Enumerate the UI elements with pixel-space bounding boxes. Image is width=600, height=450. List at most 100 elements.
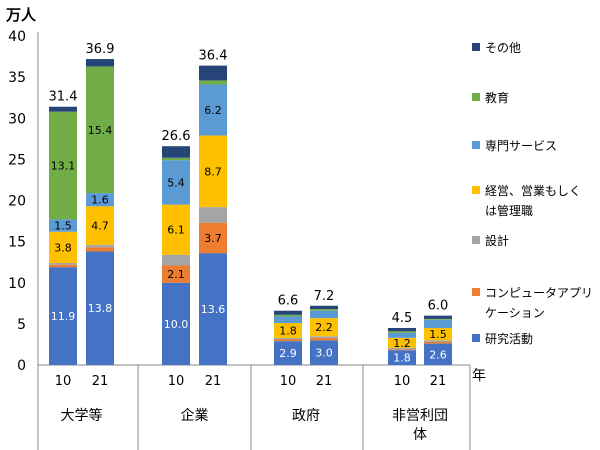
bar-segment: [310, 309, 338, 311]
segment-value-label: 13.8: [88, 302, 113, 315]
bar-segment: [86, 247, 114, 252]
bar-segment: [49, 231, 77, 264]
bar-segment: [49, 111, 77, 220]
bar-segment: [199, 65, 227, 81]
bar-segment: [388, 350, 416, 365]
segment-value-label: 8.7: [204, 165, 222, 178]
bar-segment: [49, 106, 77, 112]
bar-segment: [424, 315, 452, 319]
bar-segment: [162, 282, 190, 365]
bar-segment: [86, 193, 114, 207]
bar-total-label: 36.9: [86, 42, 115, 57]
bar-total-label: 6.0: [428, 299, 449, 314]
x-year-label: 21: [430, 374, 447, 389]
y-tick-label: 40: [8, 29, 26, 45]
legend-swatch: [472, 288, 480, 296]
bar-segment: [424, 327, 452, 341]
bar-segment: [310, 305, 338, 310]
segment-value-label: 1.5: [54, 220, 72, 233]
bar-segment: [199, 80, 227, 85]
legend-swatch: [472, 93, 480, 101]
segment-value-label: 1.2: [393, 337, 411, 350]
segment-value-label: 2.9: [279, 347, 297, 360]
bar-segment: [310, 318, 338, 337]
legend-label: コンピュータアプリ: [485, 286, 593, 300]
bar-segment: [310, 310, 338, 319]
x-year-label: 21: [316, 374, 333, 389]
bar-segment: [424, 319, 452, 328]
x-year-label: 10: [168, 374, 185, 389]
bar-segment: [274, 337, 302, 340]
x-year-label: 10: [394, 374, 411, 389]
bar-segment: [388, 337, 416, 348]
bar-segment: [86, 251, 114, 365]
legend-swatch: [472, 236, 480, 244]
x-year-label: 10: [280, 374, 297, 389]
legend-label: 教育: [485, 90, 509, 105]
bar-segment: [162, 265, 190, 283]
segment-value-label: 1.6: [91, 194, 109, 207]
bar-segment: [274, 339, 302, 342]
segment-value-label: 1.8: [393, 352, 411, 365]
bar-segment: [310, 340, 338, 365]
y-tick-label: 0: [17, 358, 26, 374]
bar-segment: [86, 59, 114, 67]
bar-segment: [388, 327, 416, 332]
bar-total-label: 36.4: [199, 49, 228, 64]
bar-segment: [388, 349, 416, 351]
category-label: 企業: [181, 407, 209, 424]
segment-value-label: 2.2: [315, 321, 333, 334]
segment-value-label: 2.6: [429, 348, 447, 361]
x-year-label: 21: [92, 374, 109, 389]
segment-value-label: 13.1: [51, 160, 76, 173]
bar-segment: [49, 264, 77, 268]
legend-label: ケーション: [485, 306, 545, 320]
bar-segment: [86, 244, 114, 248]
segment-value-label: 6.1: [167, 224, 185, 237]
category-label: 体: [413, 427, 427, 443]
legend-label: 研究活動: [485, 331, 533, 346]
bar-segment: [86, 206, 114, 245]
segment-value-label: 10.0: [164, 318, 189, 331]
bar-segment: [274, 341, 302, 365]
bar-segment: [162, 160, 190, 205]
x-year-label: 10: [55, 374, 72, 389]
y-tick-label: 10: [8, 276, 26, 292]
y-tick-label: 30: [8, 111, 26, 127]
bar-segment: [310, 337, 338, 341]
bar-segment: [424, 341, 452, 344]
bar-segment: [49, 263, 77, 265]
segment-value-label: 5.4: [167, 176, 185, 189]
bar-segment: [49, 219, 77, 232]
segment-value-label: 2.1: [167, 268, 185, 281]
bar-total-label: 4.5: [392, 311, 413, 326]
bar-segment: [162, 204, 190, 255]
category-label: 大学等: [61, 407, 103, 424]
x-axis-label: 年: [472, 368, 486, 384]
segment-value-label: 1.5: [429, 328, 447, 341]
bar-total-label: 7.2: [314, 289, 335, 304]
legend-label: 専門サービス: [485, 139, 557, 153]
category-label: 政府: [292, 408, 320, 424]
bar-segment: [199, 253, 227, 365]
bar-segment: [162, 146, 190, 158]
bar-segment: [424, 343, 452, 365]
x-year-label: 21: [205, 374, 222, 389]
category-label: 非営利団: [392, 408, 448, 424]
y-tick-label: 5: [17, 317, 26, 333]
bar-segment: [199, 135, 227, 208]
legend-swatch: [472, 334, 480, 342]
legend-label: 経営、営業もしく: [485, 184, 581, 198]
legend-label: その他: [485, 41, 521, 55]
bar-segment: [162, 254, 190, 266]
bar-segment: [199, 84, 227, 136]
bar-segment: [274, 310, 302, 315]
bar-segment: [162, 157, 190, 161]
segment-value-label: 13.6: [201, 303, 226, 316]
bar-segment: [388, 331, 416, 333]
segment-value-label: 15.4: [88, 124, 113, 137]
segment-value-label: 4.7: [91, 220, 109, 233]
bar-segment: [388, 347, 416, 350]
bar-segment: [86, 66, 114, 194]
